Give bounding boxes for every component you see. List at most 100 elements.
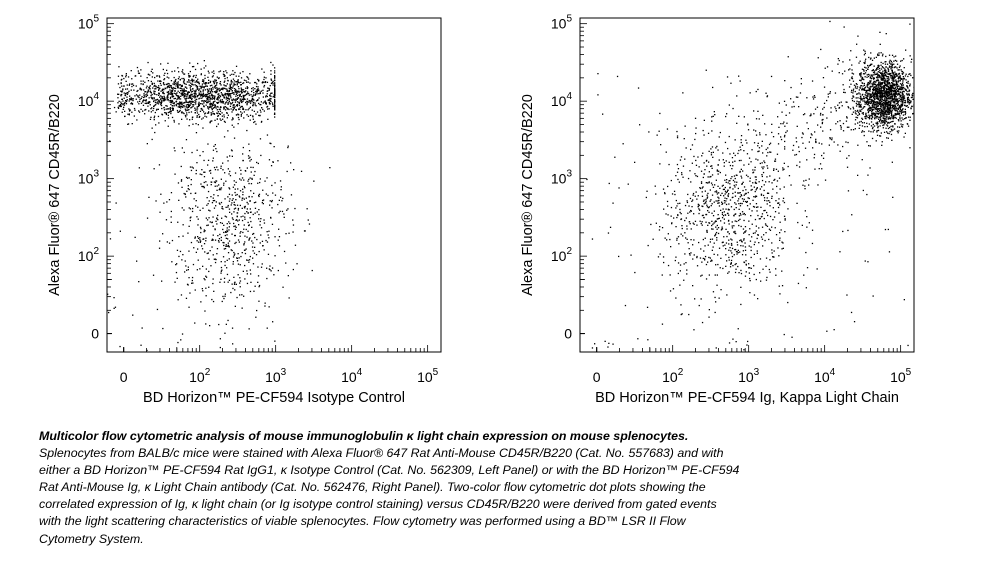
event-dot [249,269,251,271]
event-dot [209,325,211,327]
event-dot [211,221,213,223]
event-dot [889,126,891,129]
event-dot [722,184,724,186]
event-dot [680,233,682,235]
event-dot [121,91,123,93]
event-dot [171,261,173,263]
event-dot [201,100,204,102]
event-dot [125,76,127,78]
event-dot [214,229,216,231]
event-dot [734,249,736,251]
event-dot [775,274,777,276]
event-dot [924,118,925,119]
event-dot [128,110,131,112]
event-dot [896,83,899,86]
event-dot [226,273,229,276]
event-dot [905,93,908,95]
event-dot [232,70,234,72]
event-dot [262,199,265,201]
event-dot [259,138,262,140]
event-dot [899,115,901,117]
event-dot [903,90,905,92]
event-dot [227,206,229,208]
event-dot [874,92,876,94]
event-dot [245,109,247,111]
event-dot [710,182,713,184]
event-dot [753,253,755,255]
event-dot [878,90,880,92]
event-dot [205,287,207,289]
event-dot [219,100,221,102]
event-dot [187,91,189,93]
event-dot [919,98,920,99]
event-dot [790,184,792,186]
event-dot [865,90,867,92]
event-dot [246,129,248,132]
event-dot [194,112,196,114]
event-dot [867,103,870,105]
event-dot [150,111,152,113]
event-dot [755,203,758,205]
event-dot [891,62,893,64]
event-dot [154,88,156,90]
event-dot [210,181,212,183]
event-dot [863,70,865,72]
event-dot [218,113,221,115]
event-dot [122,88,124,90]
event-dot [822,157,825,159]
event-dot [109,140,111,142]
event-dot [886,124,888,126]
event-dot [215,205,217,207]
event-dot [235,81,237,83]
event-dot [886,116,888,118]
event-dot [243,228,245,230]
event-dot [734,139,736,141]
event-dot [194,97,196,99]
event-dot [808,184,810,186]
event-dot [743,219,745,222]
event-dot [901,125,903,127]
event-dot [810,133,812,135]
event-dot [198,82,200,84]
event-dot [274,92,276,95]
event-dot [238,195,240,197]
event-dot [899,111,901,113]
event-dot [848,126,850,128]
event-dot [210,102,213,105]
event-dot [214,119,216,121]
event-dot [252,118,254,120]
event-dot [214,85,216,87]
event-dot [777,206,780,209]
event-dot [181,101,183,103]
event-dot [901,73,904,75]
event-dot [884,84,886,86]
event-dot [188,277,190,279]
event-dot [202,290,204,292]
event-dot [877,79,879,81]
event-dot [223,81,225,83]
event-dot [125,100,127,102]
event-dot [270,100,272,103]
event-dot [882,89,885,92]
event-dot [675,297,677,299]
event-dot [171,116,174,119]
event-dot [692,194,694,196]
event-dot [236,103,239,106]
event-dot [690,239,692,241]
event-dot [240,169,242,171]
event-dot [181,94,183,96]
event-dot [195,101,197,103]
event-dot [860,120,862,123]
event-dot [722,245,724,247]
event-dot [873,94,875,96]
event-dot [175,94,178,96]
event-dot [115,111,117,113]
event-dot [185,265,187,267]
event-dot [272,82,274,84]
event-dot [224,121,226,123]
event-dot [137,101,139,103]
event-dot [256,89,258,91]
event-dot [211,84,213,86]
event-dot [150,80,152,83]
event-dot [878,121,880,123]
